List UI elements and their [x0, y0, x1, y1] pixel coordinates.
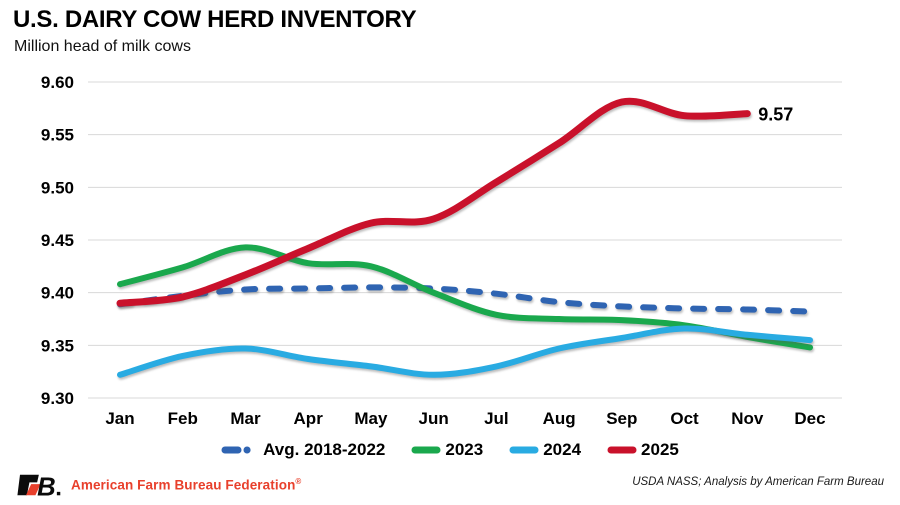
- x-tick-label: Apr: [294, 409, 324, 428]
- x-tick-label: Nov: [731, 409, 764, 428]
- footer-brand: B American Farm Bureau Federation®: [14, 470, 301, 500]
- legend-item-avg-2018-2022: Avg. 2018-2022: [221, 440, 385, 460]
- y-tick-label: 9.60: [41, 73, 74, 92]
- series-end-label: 9.57: [758, 105, 793, 125]
- chart-legend: Avg. 2018-2022 2023 2024 2025: [0, 436, 900, 464]
- page-subtitle: Million head of milk cows: [14, 38, 191, 55]
- y-tick-label: 9.40: [41, 284, 74, 303]
- x-tick-label: Aug: [543, 409, 576, 428]
- y-tick-label: 9.30: [41, 389, 74, 408]
- legend-label: 2023: [445, 440, 484, 459]
- source-note: USDA NASS; Analysis by American Farm Bur…: [632, 476, 884, 488]
- y-tick-label: 9.55: [41, 126, 74, 145]
- page-title: U.S. DAIRY COW HERD INVENTORY: [13, 6, 417, 33]
- legend-item-2025: 2025: [607, 440, 679, 460]
- x-tick-label: Sep: [606, 409, 637, 428]
- line-chart: 9.60 9.55 9.50 9.45 9.40 9.35 9.30 Jan Feb Mar Apr…: [41, 73, 842, 428]
- dashed-line-icon: [221, 446, 259, 454]
- x-tick-label: May: [354, 409, 388, 428]
- legend-label: 2025: [641, 440, 679, 459]
- solid-line-icon: [509, 446, 539, 454]
- legend-item-2023: 2023: [411, 440, 483, 460]
- afbf-logo-icon: B: [17, 473, 61, 498]
- x-tick-label: Feb: [168, 409, 198, 428]
- x-tick-label: Oct: [670, 409, 699, 428]
- x-tick-label: Jun: [419, 409, 449, 428]
- series-line-2023: [117, 244, 813, 351]
- org-name: American Farm Bureau Federation®: [71, 477, 302, 493]
- legend-label: 2024: [543, 440, 582, 459]
- x-tick-label: Dec: [794, 409, 825, 428]
- series-line-2024: [117, 325, 813, 378]
- x-tick-label: Jan: [105, 409, 134, 428]
- y-tick-label: 9.35: [41, 336, 74, 355]
- solid-line-icon: [607, 446, 637, 454]
- registered-mark: ®: [295, 477, 302, 487]
- solid-line-icon: [411, 446, 441, 454]
- x-tick-label: Jul: [484, 409, 509, 428]
- series-line-2025: [116, 97, 751, 307]
- legend-label: Avg. 2018-2022: [263, 440, 386, 459]
- y-tick-label: 9.50: [41, 178, 74, 197]
- legend-item-2024: 2024: [509, 440, 581, 460]
- svg-text:B: B: [37, 473, 56, 498]
- y-tick-label: 9.45: [41, 231, 74, 250]
- x-tick-label: Mar: [230, 409, 261, 428]
